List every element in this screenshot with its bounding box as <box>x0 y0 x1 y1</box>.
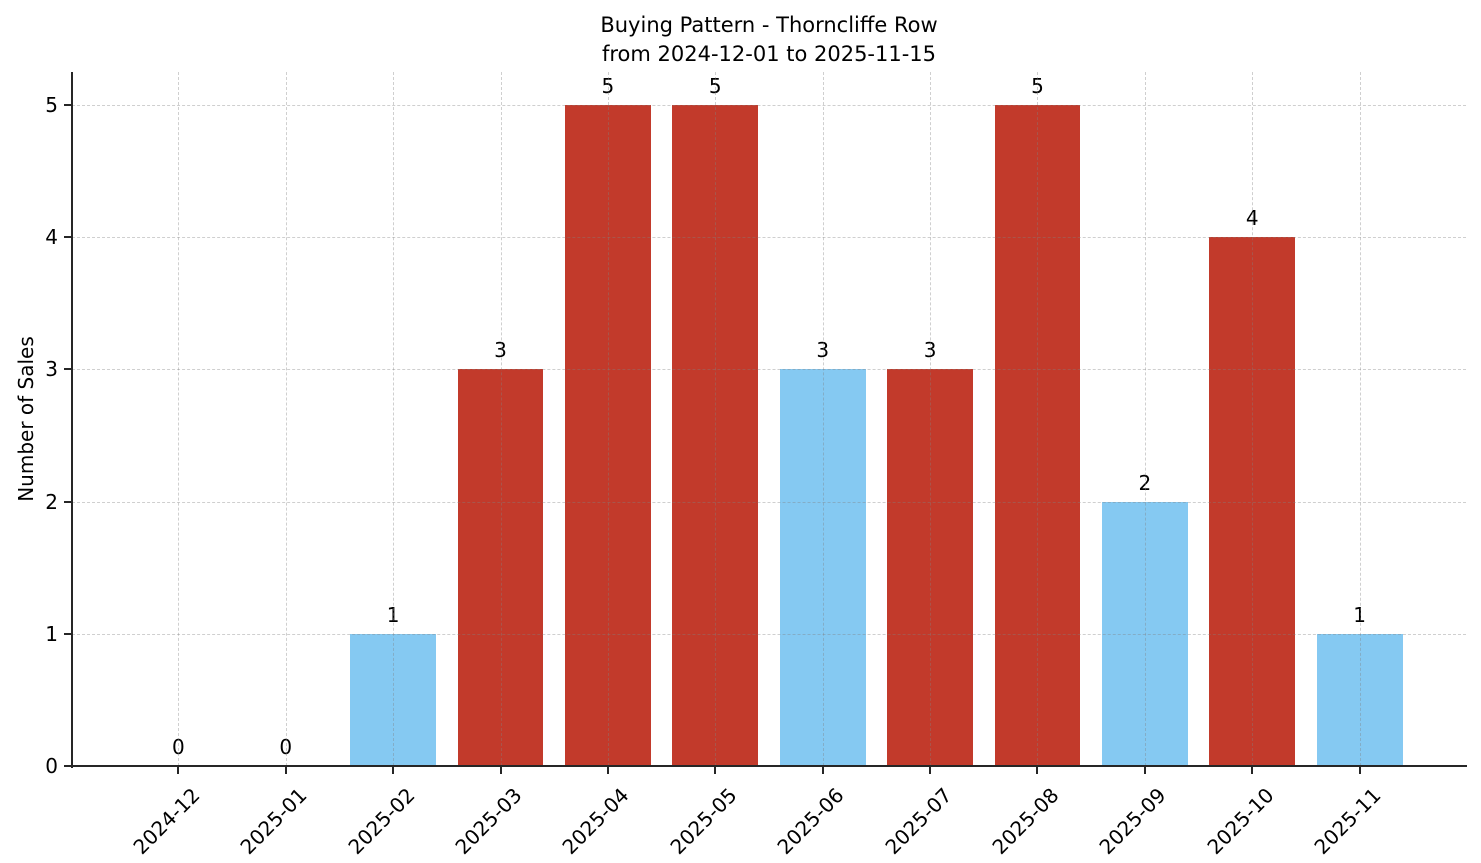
x-tick-2025-06 <box>821 767 824 774</box>
bar-2025-06 <box>779 369 866 766</box>
bar-value-label-2025-02: 1 <box>386 602 400 627</box>
gridline-y-3 <box>72 369 1466 371</box>
gridline-x-2025-07 <box>930 72 932 766</box>
x-tick-2025-10 <box>1251 767 1254 774</box>
x-tick-2025-08 <box>1036 767 1039 774</box>
x-tick-2025-05 <box>714 767 717 774</box>
x-tick-label-2025-01: 2025-01 <box>235 783 312 860</box>
gridline-x-2025-06 <box>822 72 824 766</box>
chart-title-line1: Buying Pattern - Thorncliffe Row <box>600 13 938 37</box>
bar-value-label-2025-11: 1 <box>1353 602 1367 627</box>
bar-value-label-2025-01: 0 <box>279 735 293 759</box>
gridline-x-2024-12 <box>178 72 180 766</box>
x-tick-2025-03 <box>499 767 502 774</box>
gridline-x-2025-09 <box>1144 72 1146 766</box>
bar-value-label-2025-08: 5 <box>1031 74 1044 99</box>
x-tick-label-2025-09: 2025-09 <box>1094 783 1171 860</box>
bar-value-label-2025-03: 3 <box>494 338 507 363</box>
bar-2025-09 <box>1101 501 1188 766</box>
bar-value-label-2025-09: 2 <box>1138 470 1152 495</box>
x-tick-2025-11 <box>1358 767 1361 774</box>
y-tick-5 <box>64 104 71 107</box>
y-tick-label-3: 3 <box>45 357 58 382</box>
bar-2025-11 <box>1316 633 1403 766</box>
y-tick-2 <box>64 500 71 503</box>
bar-2025-08 <box>994 105 1081 766</box>
chart-title-line2: from 2024-12-01 to 2025-11-15 <box>601 42 937 66</box>
y-tick-label-0: 0 <box>45 754 58 778</box>
x-tick-2025-04 <box>606 767 609 774</box>
bar-2025-02 <box>350 633 437 766</box>
x-tick-2025-01 <box>284 767 287 774</box>
gridline-x-2025-01 <box>285 72 287 766</box>
gridline-x-2025-08 <box>1037 72 1039 766</box>
x-tick-label-2024-12: 2024-12 <box>128 783 205 860</box>
y-tick-1 <box>64 632 71 635</box>
gridline-y-5 <box>72 105 1466 107</box>
y-tick-label-5: 5 <box>45 93 58 118</box>
gridline-y-1 <box>72 633 1466 635</box>
plot-area <box>72 72 1466 766</box>
x-tick-label-2025-10: 2025-10 <box>1202 783 1279 860</box>
x-tick-label-2025-11: 2025-11 <box>1309 783 1386 860</box>
x-tick-label-2025-06: 2025-06 <box>772 783 849 860</box>
gridline-x-2025-02 <box>393 72 395 766</box>
chart-title: Buying Pattern - Thorncliffe Row from 20… <box>72 11 1466 69</box>
gridline-y-2 <box>72 501 1466 503</box>
gridline-y-4 <box>72 237 1466 239</box>
bar-value-label-2025-10: 4 <box>1245 206 1259 231</box>
y-tick-label-4: 4 <box>45 225 58 250</box>
y-tick-4 <box>64 236 71 239</box>
y-tick-label-1: 1 <box>45 621 58 646</box>
bar-value-label-2024-12: 0 <box>171 735 185 759</box>
x-tick-2025-09 <box>1143 767 1146 774</box>
bar-value-label-2025-05: 5 <box>708 74 722 99</box>
x-tick-2025-02 <box>392 767 395 774</box>
x-axis-spine <box>71 765 1467 767</box>
x-tick-2024-12 <box>177 767 180 774</box>
gridline-x-2025-03 <box>500 72 502 766</box>
bar-2025-10 <box>1209 237 1296 766</box>
y-axis-spine <box>71 72 73 768</box>
bar-2025-04 <box>564 105 651 766</box>
x-tick-label-2025-05: 2025-05 <box>665 783 742 860</box>
y-tick-0 <box>64 765 71 767</box>
gridline-x-2025-11 <box>1359 72 1361 766</box>
bar-2025-05 <box>672 105 759 766</box>
gridline-x-2025-10 <box>1252 72 1254 766</box>
x-tick-label-2025-02: 2025-02 <box>343 783 420 860</box>
x-tick-label-2025-03: 2025-03 <box>450 783 527 860</box>
bar-value-label-2025-04: 5 <box>601 74 615 99</box>
gridline-x-2025-05 <box>715 72 717 766</box>
x-tick-2025-07 <box>929 767 932 774</box>
gridline-x-2025-04 <box>607 72 609 766</box>
x-tick-label-2025-07: 2025-07 <box>880 783 957 860</box>
bar-2025-07 <box>887 369 974 766</box>
bar-value-label-2025-06: 3 <box>816 338 830 363</box>
bar-2025-03 <box>457 369 544 766</box>
x-tick-label-2025-04: 2025-04 <box>557 783 634 860</box>
x-tick-label-2025-08: 2025-08 <box>987 783 1064 860</box>
y-tick-label-2: 2 <box>45 489 58 514</box>
y-tick-3 <box>64 368 71 371</box>
bar-value-label-2025-07: 3 <box>923 338 937 363</box>
